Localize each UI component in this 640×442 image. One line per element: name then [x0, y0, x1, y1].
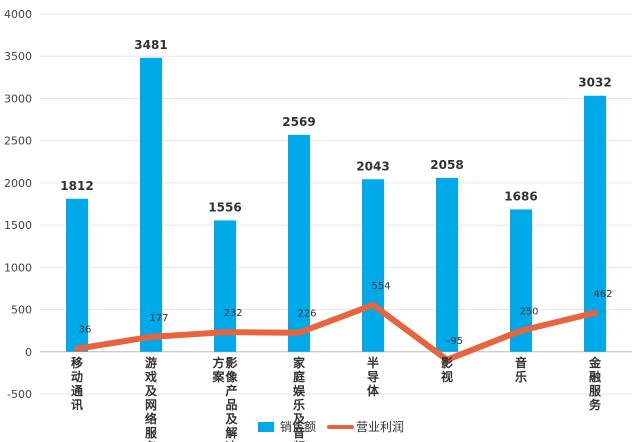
bar-value-label: 3481	[134, 38, 167, 52]
y-tick-label: 2000	[4, 177, 32, 190]
line-value-label: 177	[149, 313, 168, 324]
bar-value-label: 2058	[430, 158, 463, 172]
bar-value-label: 1686	[504, 189, 537, 203]
bar-value-label: 2569	[282, 115, 315, 129]
bar-value-label: 1556	[208, 200, 241, 214]
bar-sales	[362, 179, 384, 352]
line-value-label: 250	[519, 307, 538, 318]
bar-sales	[66, 198, 88, 352]
line-value-label: 554	[371, 281, 390, 292]
line-value-label: 232	[223, 308, 242, 319]
bar-sales	[584, 95, 606, 352]
line-value-label: 226	[297, 309, 316, 320]
line-value-label: 462	[593, 289, 612, 300]
bar-sales	[510, 209, 532, 352]
y-tick-label: 0	[25, 346, 32, 359]
y-tick-label: -500	[7, 388, 32, 401]
category-label: 音乐	[515, 355, 527, 384]
bar-sales	[214, 220, 236, 352]
bar-sales	[436, 177, 458, 352]
category-label: 影视	[441, 355, 453, 384]
category-label: 金融服务	[588, 355, 602, 412]
bar-value-label: 3032	[578, 76, 611, 90]
y-tick-label: 500	[11, 304, 32, 317]
category-label: 家庭娱乐及音频	[293, 355, 306, 442]
y-tick-label: 2500	[4, 135, 32, 148]
legend-swatch-sales	[258, 422, 274, 432]
category-label: 方案	[211, 355, 225, 384]
profit-line	[74, 301, 598, 363]
bar-value-label: 2043	[356, 159, 389, 173]
category-label: 半导体	[367, 355, 380, 398]
bar-sales	[140, 57, 162, 352]
y-tick-label: 3000	[4, 92, 32, 105]
y-tick-label: 1000	[4, 261, 32, 274]
legend-label-sales: 销售额	[280, 419, 316, 434]
bar-value-label: 1812	[60, 179, 93, 193]
y-tick-label: 1500	[4, 219, 32, 232]
y-tick-label: 3500	[4, 50, 32, 63]
category-label: 移动通讯	[71, 355, 83, 412]
category-label: 影像产品及解决	[225, 355, 238, 442]
line-value-label: 36	[79, 325, 92, 336]
bar-sales	[288, 134, 310, 352]
legend-label-profit: 营业利润	[356, 420, 404, 434]
line-value-label: -95	[447, 336, 463, 347]
y-tick-label: 4000	[4, 8, 32, 21]
category-label: 游戏及网络服务	[144, 355, 158, 442]
